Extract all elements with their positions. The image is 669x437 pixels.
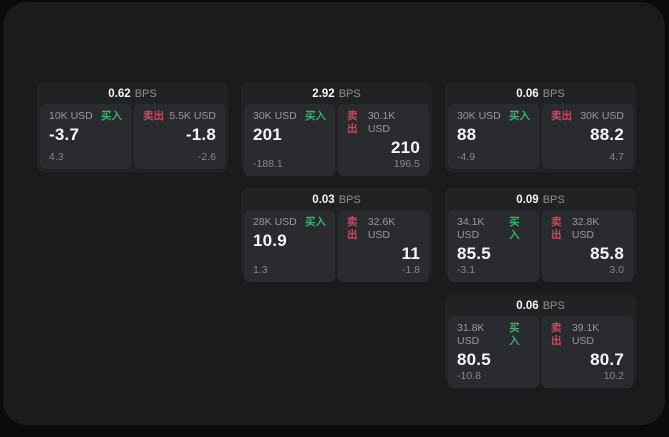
sell-delta: 10.2 xyxy=(603,370,624,382)
buy-amount: 34.1K USD xyxy=(457,216,485,241)
buy-price: 85.5 xyxy=(457,244,491,263)
sell-side-label: 卖出 xyxy=(551,216,562,241)
buy-side-label: 买入 xyxy=(509,322,520,347)
spread-header: 2.92 BPS xyxy=(244,85,429,104)
quote-body: 30K USD 买入 88 -4.9 卖出 30K USD 88.2 4.7 xyxy=(448,104,633,169)
quote-body: 30K USD 买入 201 -188.1 卖出 30.1K USD 210 1… xyxy=(244,104,429,176)
sell-side-label: 卖出 xyxy=(143,110,164,122)
buy-panel[interactable]: 31.8K USD 买入 80.5 -10.8 xyxy=(448,316,539,388)
buy-amount: 31.8K USD xyxy=(457,322,485,347)
sell-price: 88.2 xyxy=(590,125,624,144)
buy-side-label: 买入 xyxy=(305,110,326,122)
buy-price: 201 xyxy=(253,125,282,144)
quote-card-4: 0.03 BPS 28K USD 买入 10.9 1.3 卖出 32.6K USD xyxy=(241,188,432,282)
buy-panel[interactable]: 30K USD 买入 88 -4.9 xyxy=(448,104,539,169)
buy-price: 88 xyxy=(457,125,477,144)
buy-delta: -4.9 xyxy=(457,151,476,163)
buy-side-label: 买入 xyxy=(509,216,520,241)
sell-amount: 5.5K USD xyxy=(169,110,216,122)
buy-amount: 30K USD xyxy=(457,110,501,122)
sell-amount: 30K USD xyxy=(580,110,624,122)
spread-value: 0.03 xyxy=(312,194,335,206)
sell-amount: 32.6K USD xyxy=(367,216,396,241)
buy-delta: 4.3 xyxy=(49,151,64,163)
quote-body: 10K USD 买入 -3.7 4.3 卖出 5.5K USD -1.8 -2.… xyxy=(40,104,225,169)
spread-value: 0.06 xyxy=(516,300,539,312)
quotes-grid: 0.62 BPS 10K USD 买入 -3.7 4.3 卖出 5.5K USD xyxy=(37,82,636,388)
buy-amount: 28K USD xyxy=(253,216,297,228)
buy-price: 10.9 xyxy=(253,231,287,250)
spread-unit: BPS xyxy=(338,194,361,206)
sell-side-label: 卖出 xyxy=(551,110,572,122)
quote-card-5: 0.09 BPS 34.1K USD 买入 85.5 -3.1 卖出 32.8K … xyxy=(445,188,636,282)
buy-side-label: 买入 xyxy=(509,110,530,122)
sell-amount: 39.1K USD xyxy=(571,322,600,347)
quote-body: 28K USD 买入 10.9 1.3 卖出 32.6K USD 11 -1.8 xyxy=(244,210,429,282)
buy-panel[interactable]: 34.1K USD 买入 85.5 -3.1 xyxy=(448,210,539,282)
sell-panel[interactable]: 卖出 30.1K USD 210 196.5 xyxy=(338,104,429,176)
sell-panel[interactable]: 卖出 30K USD 88.2 4.7 xyxy=(542,104,633,169)
buy-amount: 30K USD xyxy=(253,110,297,122)
sell-price: 11 xyxy=(401,244,420,263)
sell-delta: 4.7 xyxy=(609,151,624,163)
buy-side-label: 买入 xyxy=(305,216,326,228)
sell-panel[interactable]: 卖出 39.1K USD 80.7 10.2 xyxy=(542,316,633,388)
sell-panel[interactable]: 卖出 5.5K USD -1.8 -2.6 xyxy=(134,104,225,169)
quote-body: 31.8K USD 买入 80.5 -10.8 卖出 39.1K USD 80.… xyxy=(448,316,633,388)
app-window: 0.62 BPS 10K USD 买入 -3.7 4.3 卖出 5.5K USD xyxy=(3,2,665,425)
buy-panel[interactable]: 10K USD 买入 -3.7 4.3 xyxy=(40,104,131,169)
sell-amount: 30.1K USD xyxy=(367,110,396,135)
quote-card-6: 0.06 BPS 31.8K USD 买入 80.5 -10.8 卖出 39.1K… xyxy=(445,294,636,388)
quote-card-3: 0.06 BPS 30K USD 买入 88 -4.9 卖出 30K USD xyxy=(445,82,636,172)
buy-price: 80.5 xyxy=(457,350,491,369)
quote-card-1: 0.62 BPS 10K USD 买入 -3.7 4.3 卖出 5.5K USD xyxy=(37,82,228,172)
spread-unit: BPS xyxy=(542,300,565,312)
spread-header: 0.03 BPS xyxy=(244,191,429,210)
spread-unit: BPS xyxy=(542,194,565,206)
spread-unit: BPS xyxy=(338,88,361,100)
sell-panel[interactable]: 卖出 32.8K USD 85.8 3.0 xyxy=(542,210,633,282)
buy-delta: -10.8 xyxy=(457,370,481,382)
buy-panel[interactable]: 28K USD 买入 10.9 1.3 xyxy=(244,210,335,282)
sell-price: 85.8 xyxy=(590,244,624,263)
sell-panel[interactable]: 卖出 32.6K USD 11 -1.8 xyxy=(338,210,429,282)
spread-value: 2.92 xyxy=(312,88,335,100)
spread-header: 0.09 BPS xyxy=(448,191,633,210)
spread-unit: BPS xyxy=(134,88,157,100)
spread-header: 0.06 BPS xyxy=(448,85,633,104)
buy-panel[interactable]: 30K USD 买入 201 -188.1 xyxy=(244,104,335,176)
sell-delta: 196.5 xyxy=(393,158,420,170)
sell-delta: 3.0 xyxy=(609,264,624,276)
quote-card-2: 2.92 BPS 30K USD 买入 201 -188.1 卖出 30.1K U… xyxy=(241,82,432,176)
sell-delta: -1.8 xyxy=(401,264,420,276)
spread-value: 0.62 xyxy=(108,88,131,100)
sell-amount: 32.8K USD xyxy=(571,216,600,241)
sell-price: -1.8 xyxy=(185,125,216,144)
sell-side-label: 卖出 xyxy=(551,322,562,347)
buy-delta: -3.1 xyxy=(457,264,476,276)
spread-value: 0.09 xyxy=(516,194,539,206)
buy-price: -3.7 xyxy=(49,125,80,144)
spread-header: 0.62 BPS xyxy=(40,85,225,104)
buy-delta: -188.1 xyxy=(253,158,283,170)
spread-value: 0.06 xyxy=(516,88,539,100)
sell-side-label: 卖出 xyxy=(347,110,358,135)
quote-body: 34.1K USD 买入 85.5 -3.1 卖出 32.8K USD 85.8… xyxy=(448,210,633,282)
spread-unit: BPS xyxy=(542,88,565,100)
sell-side-label: 卖出 xyxy=(347,216,358,241)
sell-price: 80.7 xyxy=(590,350,624,369)
buy-side-label: 买入 xyxy=(101,110,122,122)
sell-price: 210 xyxy=(391,138,420,157)
buy-delta: 1.3 xyxy=(253,264,268,276)
buy-amount: 10K USD xyxy=(49,110,93,122)
spread-header: 0.06 BPS xyxy=(448,297,633,316)
sell-delta: -2.6 xyxy=(197,151,216,163)
